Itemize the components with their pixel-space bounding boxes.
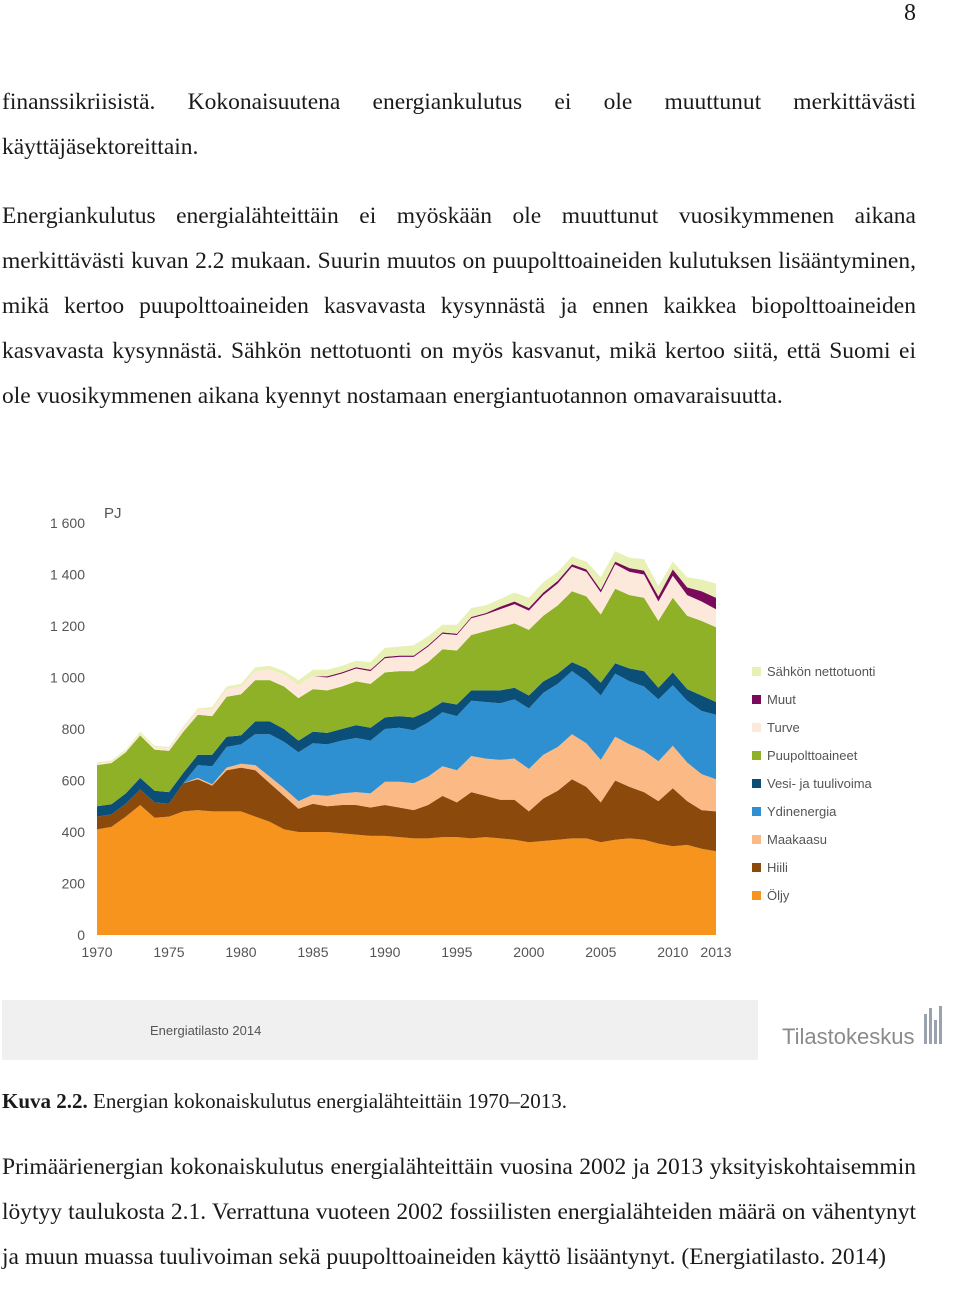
x-tick-label: 1985	[297, 944, 328, 960]
legend-swatch	[752, 807, 761, 816]
legend: Sähkön nettotuonti Muut Turve Puupolttoaine…	[752, 664, 876, 903]
legend-swatch	[752, 779, 761, 788]
y-tick-label: 1 000	[50, 670, 85, 686]
y-tick-label: 200	[62, 876, 86, 892]
area-series-1	[97, 767, 716, 852]
area-series-2	[97, 734, 716, 817]
area-series-6	[97, 564, 716, 766]
legend-label: Hiili	[767, 860, 788, 875]
y-tick-label: 600	[62, 773, 86, 789]
figure-footer-band	[2, 1000, 758, 1060]
area-series-4	[97, 662, 716, 817]
legend-label: Turve	[767, 720, 800, 735]
legend-label: Ydinenergia	[767, 804, 837, 819]
legend-label: Puupolttoaineet	[767, 748, 858, 763]
figure-energy-consumption: 0 200 400 600 800 1 000 1 200 1 400 1 600 1970 19…	[0, 490, 960, 1065]
y-tick-label: 400	[62, 824, 86, 840]
source-label: Energiatilasto 2014	[150, 1023, 261, 1038]
legend-swatch	[752, 751, 761, 760]
legend-swatch	[752, 835, 761, 844]
logo-text: Tilastokeskus	[782, 1024, 914, 1049]
x-tick-label: 2013	[700, 944, 731, 960]
page-number: 8	[904, 0, 916, 26]
figure-caption: Kuva 2.2. Energian kokonaiskulutus energ…	[2, 1088, 567, 1114]
x-tick-label: 2005	[585, 944, 616, 960]
y-axis-label: PJ	[104, 505, 122, 522]
paragraph-3: Primäärienergian kokonaiskulutus energia…	[2, 1154, 916, 1270]
legend-label: Maakaasu	[767, 832, 827, 847]
caption-text: Energian kokonaiskulutus energialähteitt…	[87, 1089, 567, 1113]
caption-label: Kuva 2.2.	[2, 1089, 88, 1113]
x-tick-label: 1995	[441, 944, 472, 960]
y-tick-label: 1 400	[50, 567, 85, 583]
y-tick-label: 0	[77, 927, 85, 943]
y-axis: 0 200 400 600 800 1 000 1 200 1 400 1 600	[50, 515, 85, 943]
logo-bars-icon	[924, 1006, 942, 1044]
legend-label: Öljy	[767, 888, 790, 903]
tilastokeskus-logo: Tilastokeskus	[782, 1006, 942, 1049]
y-tick-label: 1 600	[50, 515, 85, 531]
x-tick-label: 1970	[81, 944, 112, 960]
legend-swatch	[752, 723, 761, 732]
paragraph-1: finanssikriisistä. Kokonaisuutena energi…	[2, 89, 916, 160]
x-tick-label: 2000	[513, 944, 544, 960]
legend-label: Muut	[767, 692, 796, 707]
x-tick-label: 1975	[153, 944, 184, 960]
x-axis: 1970 1975 1980 1985 1990 1995 2000 2005 2010 2013	[81, 944, 731, 960]
x-tick-label: 1980	[225, 944, 256, 960]
y-tick-label: 1 200	[50, 618, 85, 634]
legend-label: Sähkön nettotuonti	[767, 664, 876, 679]
y-tick-label: 800	[62, 721, 86, 737]
area-series-3	[97, 671, 716, 817]
area-layers	[97, 551, 716, 935]
area-series-5	[97, 588, 716, 807]
legend-swatch	[752, 863, 761, 872]
x-tick-label: 2010	[657, 944, 688, 960]
x-tick-label: 1990	[369, 944, 400, 960]
legend-label: Vesi- ja tuulivoima	[767, 776, 873, 791]
legend-swatch	[752, 891, 761, 900]
legend-swatch	[752, 695, 761, 704]
paragraph-2: Energiankulutus energialähteittäin ei my…	[2, 203, 916, 409]
legend-swatch	[752, 667, 761, 676]
area-series-0	[97, 805, 716, 935]
